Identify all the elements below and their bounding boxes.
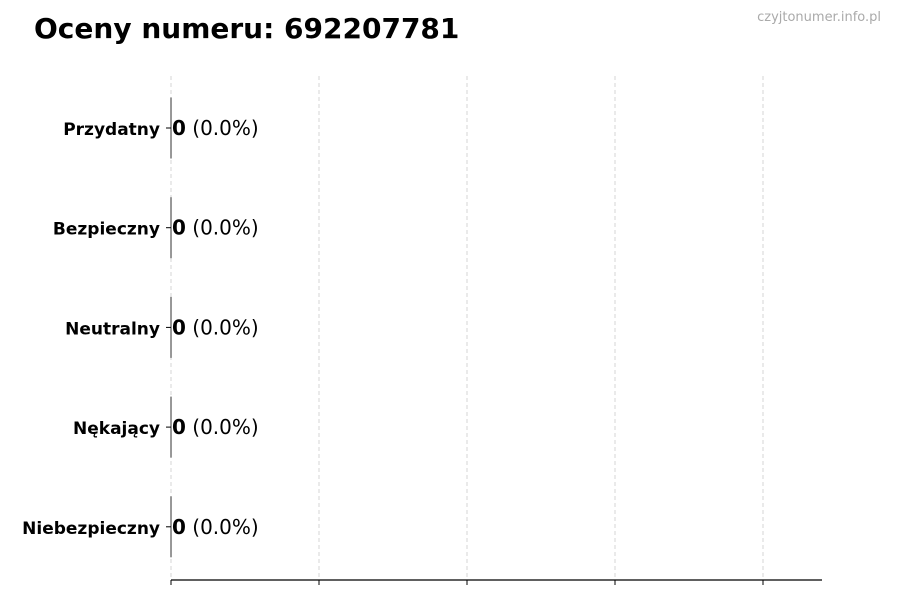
data-label-count: 0 [172,216,186,240]
data-label-count: 0 [172,116,186,140]
data-label-count: 0 [172,415,186,439]
data-label: 0 (0.0%) [172,415,259,439]
data-label: 0 (0.0%) [172,315,259,339]
watermark: czyjtonumer.info.pl [757,10,881,25]
data-label-percent: (0.0%) [186,415,259,439]
data-label-count: 0 [172,515,186,539]
data-label: 0 (0.0%) [172,116,259,140]
data-label-percent: (0.0%) [186,315,259,339]
data-label-count: 0 [172,315,186,339]
y-tick-label: Przydatny [63,120,160,140]
data-label: 0 (0.0%) [172,515,259,539]
data-label-percent: (0.0%) [186,515,259,539]
y-tick-label: Niebezpieczny [22,519,160,539]
data-label: 0 (0.0%) [172,216,259,240]
y-tick-label: Bezpieczny [53,220,160,240]
y-tick-label: Neutralny [65,319,160,339]
chart-title: Oceny numeru: 692207781 [34,12,460,45]
data-label-percent: (0.0%) [186,116,259,140]
y-tick-label: Nękający [73,419,160,439]
data-label-percent: (0.0%) [186,216,259,240]
